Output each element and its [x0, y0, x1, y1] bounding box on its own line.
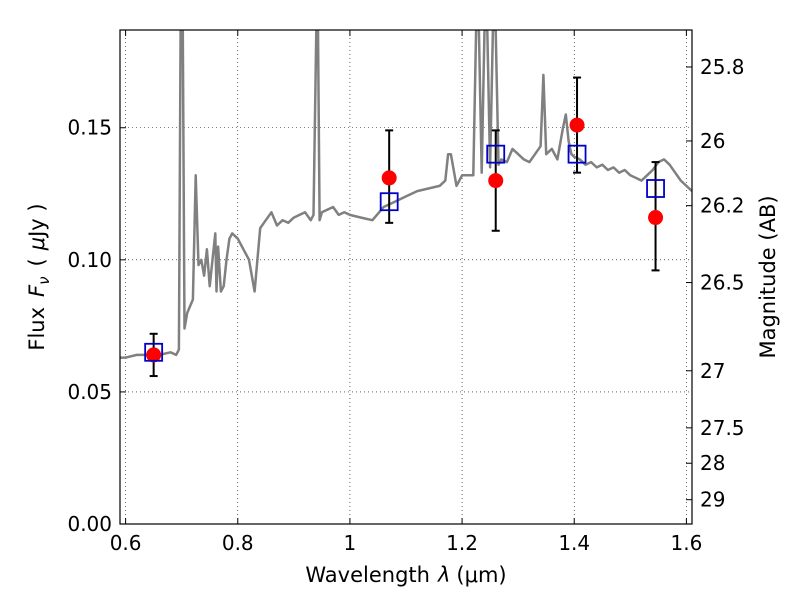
x-tick-label: 1.6 — [670, 531, 702, 555]
model-photometry-marker — [486, 144, 506, 164]
y2-tick-label: 26 — [700, 129, 725, 153]
y-tick-label: 0.05 — [67, 380, 112, 404]
model-sed-line — [120, 30, 692, 359]
y2-axis-ticks: 25.8 26 26.2 26.5 27 27.5 28 29 — [686, 55, 745, 512]
model-sed-layer — [120, 30, 692, 359]
model-photometry-marker — [567, 144, 587, 164]
y-axis-label-text: Flux — [25, 307, 49, 351]
x-tick-label: 1.4 — [558, 531, 590, 555]
observed-flux-point — [488, 173, 504, 189]
x-axis-label: Wavelength λ (μm) — [305, 563, 506, 587]
x-axis-label-text: Wavelength — [305, 563, 430, 587]
y2-tick-label: 26.2 — [700, 194, 745, 218]
x-axis-ticks: 0.6 0.8 1 1.2 1.4 1.6 — [110, 30, 702, 555]
y-tick-label: 0.15 — [67, 116, 112, 140]
x-tick-label: 0.6 — [110, 531, 142, 555]
plot-frame — [119, 29, 693, 525]
y-tick-label: 0.00 — [67, 512, 112, 536]
y2-tick-label: 25.8 — [700, 55, 745, 79]
x-tick-label: 0.8 — [222, 531, 254, 555]
y-axis-label: Flux Fν ( μJy ) — [25, 203, 53, 350]
x-axis-label-unit: (μm) — [456, 563, 506, 587]
y-tick-label: 0.10 — [67, 248, 112, 272]
y-axis-label-symbol: F — [25, 284, 49, 297]
model-photometry-marker — [379, 192, 399, 212]
y2-tick-label: 29 — [700, 488, 725, 512]
observed-flux-point — [146, 347, 162, 363]
y2-axis-label: Magnitude (AB) — [756, 195, 780, 358]
x-axis-label-symbol: λ — [437, 563, 450, 587]
y-axis-ticks: 0.00 0.05 0.10 0.15 — [67, 116, 126, 536]
x-tick-label: 1.2 — [446, 531, 478, 555]
y2-tick-label: 27 — [700, 359, 725, 383]
data-points-layer — [144, 76, 665, 378]
y-axis-label-subscript: ν — [35, 276, 53, 284]
y2-tick-label: 27.5 — [700, 416, 745, 440]
y-axis-label-unit-open: ( — [25, 258, 49, 266]
model-photometry-marker — [144, 342, 164, 362]
x-tick-label: 1 — [344, 531, 357, 555]
observed-flux-point — [569, 117, 585, 133]
observed-flux-point — [381, 170, 397, 186]
y2-tick-label: 28 — [700, 451, 725, 475]
y2-tick-label: 26.5 — [700, 271, 745, 295]
y-axis-label-unit-mu: μ — [25, 237, 49, 251]
y-axis-label-unit-rest: Jy ) — [25, 203, 49, 239]
model-photometry-marker — [646, 179, 665, 198]
observed-flux-point — [648, 210, 664, 226]
